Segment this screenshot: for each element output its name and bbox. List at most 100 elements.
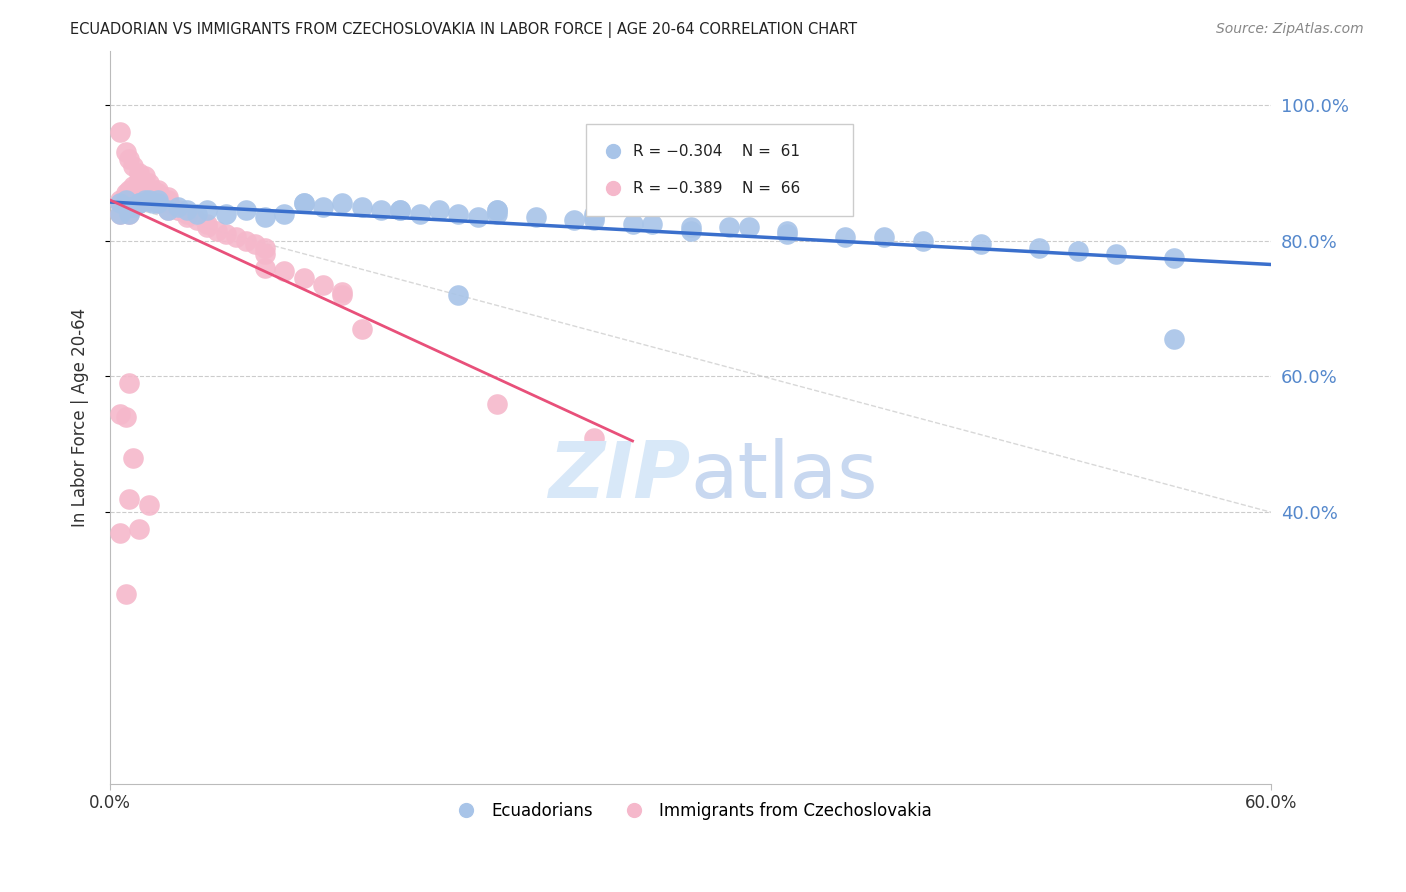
Point xyxy=(427,203,450,218)
Point xyxy=(166,200,188,214)
Point xyxy=(138,194,160,209)
Point xyxy=(176,203,198,218)
Point xyxy=(970,237,993,252)
Point xyxy=(1163,251,1185,265)
Point xyxy=(118,376,141,391)
Point xyxy=(114,196,136,211)
Point xyxy=(118,183,141,197)
Point xyxy=(128,172,150,186)
Y-axis label: In Labor Force | Age 20-64: In Labor Force | Age 20-64 xyxy=(72,308,89,527)
Point xyxy=(128,196,150,211)
Point xyxy=(128,196,150,211)
Point xyxy=(679,223,702,237)
Point xyxy=(312,277,335,292)
Point xyxy=(114,186,136,201)
Point xyxy=(718,220,741,235)
Point xyxy=(138,186,160,201)
Point xyxy=(157,193,180,207)
Point xyxy=(118,206,141,220)
Point xyxy=(292,196,315,211)
Point xyxy=(330,288,353,302)
Point xyxy=(370,203,392,218)
Point xyxy=(195,203,218,218)
Point xyxy=(582,210,605,224)
Point xyxy=(176,206,198,220)
Point xyxy=(447,206,470,220)
Point xyxy=(253,210,276,224)
Point xyxy=(350,322,373,336)
Legend: Ecuadorians, Immigrants from Czechoslovakia: Ecuadorians, Immigrants from Czechoslova… xyxy=(443,796,939,827)
Point xyxy=(641,217,664,231)
Point xyxy=(350,200,373,214)
Point xyxy=(134,169,156,184)
Point xyxy=(118,153,141,167)
Point xyxy=(292,196,315,211)
Point xyxy=(134,179,156,194)
Text: R = −0.389    N =  66: R = −0.389 N = 66 xyxy=(633,181,800,196)
Point xyxy=(122,179,145,194)
Point xyxy=(176,210,198,224)
Text: R = −0.304    N =  61: R = −0.304 N = 61 xyxy=(633,144,800,159)
Point xyxy=(582,431,605,445)
Point xyxy=(330,285,353,299)
Point xyxy=(108,125,131,139)
Point xyxy=(157,203,180,218)
Point xyxy=(108,193,131,207)
Point xyxy=(195,220,218,235)
Point xyxy=(330,196,353,211)
Point xyxy=(114,189,136,203)
Point xyxy=(253,260,276,275)
Point xyxy=(118,206,141,220)
Point xyxy=(737,220,759,235)
Point xyxy=(148,193,170,207)
Point xyxy=(166,203,188,218)
Point xyxy=(486,203,509,218)
Point xyxy=(118,491,141,506)
Point xyxy=(679,220,702,235)
Point xyxy=(1163,332,1185,346)
Point xyxy=(118,200,141,214)
Point xyxy=(128,522,150,536)
Text: atlas: atlas xyxy=(690,438,879,514)
Point xyxy=(235,203,257,218)
Point xyxy=(564,213,586,227)
Point xyxy=(273,206,295,220)
Point xyxy=(408,206,430,220)
Point xyxy=(138,193,160,207)
Point xyxy=(122,159,145,173)
Point xyxy=(776,223,799,237)
Point xyxy=(1105,247,1128,261)
Point xyxy=(157,189,180,203)
Point xyxy=(195,217,218,231)
Point xyxy=(142,183,165,197)
Point xyxy=(834,230,856,244)
Point xyxy=(142,196,165,211)
Point xyxy=(911,234,934,248)
Point xyxy=(128,196,150,211)
FancyBboxPatch shape xyxy=(586,124,853,216)
Point xyxy=(128,166,150,180)
Point xyxy=(148,186,170,201)
Point xyxy=(524,210,547,224)
Point xyxy=(486,206,509,220)
Point xyxy=(138,193,160,207)
Point xyxy=(108,196,131,211)
Point xyxy=(118,193,141,207)
Point xyxy=(108,196,131,211)
Point xyxy=(235,234,257,248)
Point xyxy=(108,525,131,540)
Point xyxy=(114,145,136,160)
Point xyxy=(486,397,509,411)
Point xyxy=(148,196,170,211)
Point xyxy=(122,450,145,465)
Point xyxy=(389,203,412,218)
Point xyxy=(148,196,170,211)
Point xyxy=(273,264,295,278)
Text: Source: ZipAtlas.com: Source: ZipAtlas.com xyxy=(1216,22,1364,37)
Point xyxy=(205,223,228,237)
Point xyxy=(245,237,267,252)
Point xyxy=(253,240,276,254)
Point xyxy=(122,186,145,201)
Point xyxy=(114,410,136,425)
Point xyxy=(186,213,208,227)
